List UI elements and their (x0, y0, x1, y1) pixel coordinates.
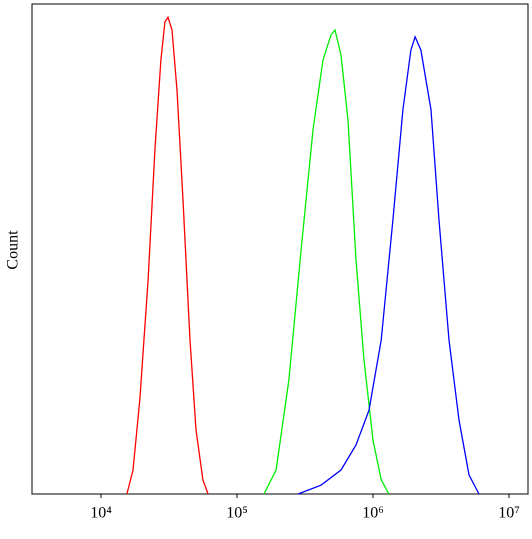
x-tick-label: 10⁶ (362, 505, 384, 522)
histogram-line (297, 34, 480, 495)
y-axis-label: Count (5, 230, 22, 270)
x-tick-label: 10⁵ (226, 505, 248, 522)
x-tick-label: 10⁴ (90, 505, 112, 522)
histogram-line (263, 28, 390, 495)
x-tick-label: 10⁷ (498, 505, 520, 522)
histogram-line (126, 15, 209, 495)
plot-frame (31, 3, 529, 495)
